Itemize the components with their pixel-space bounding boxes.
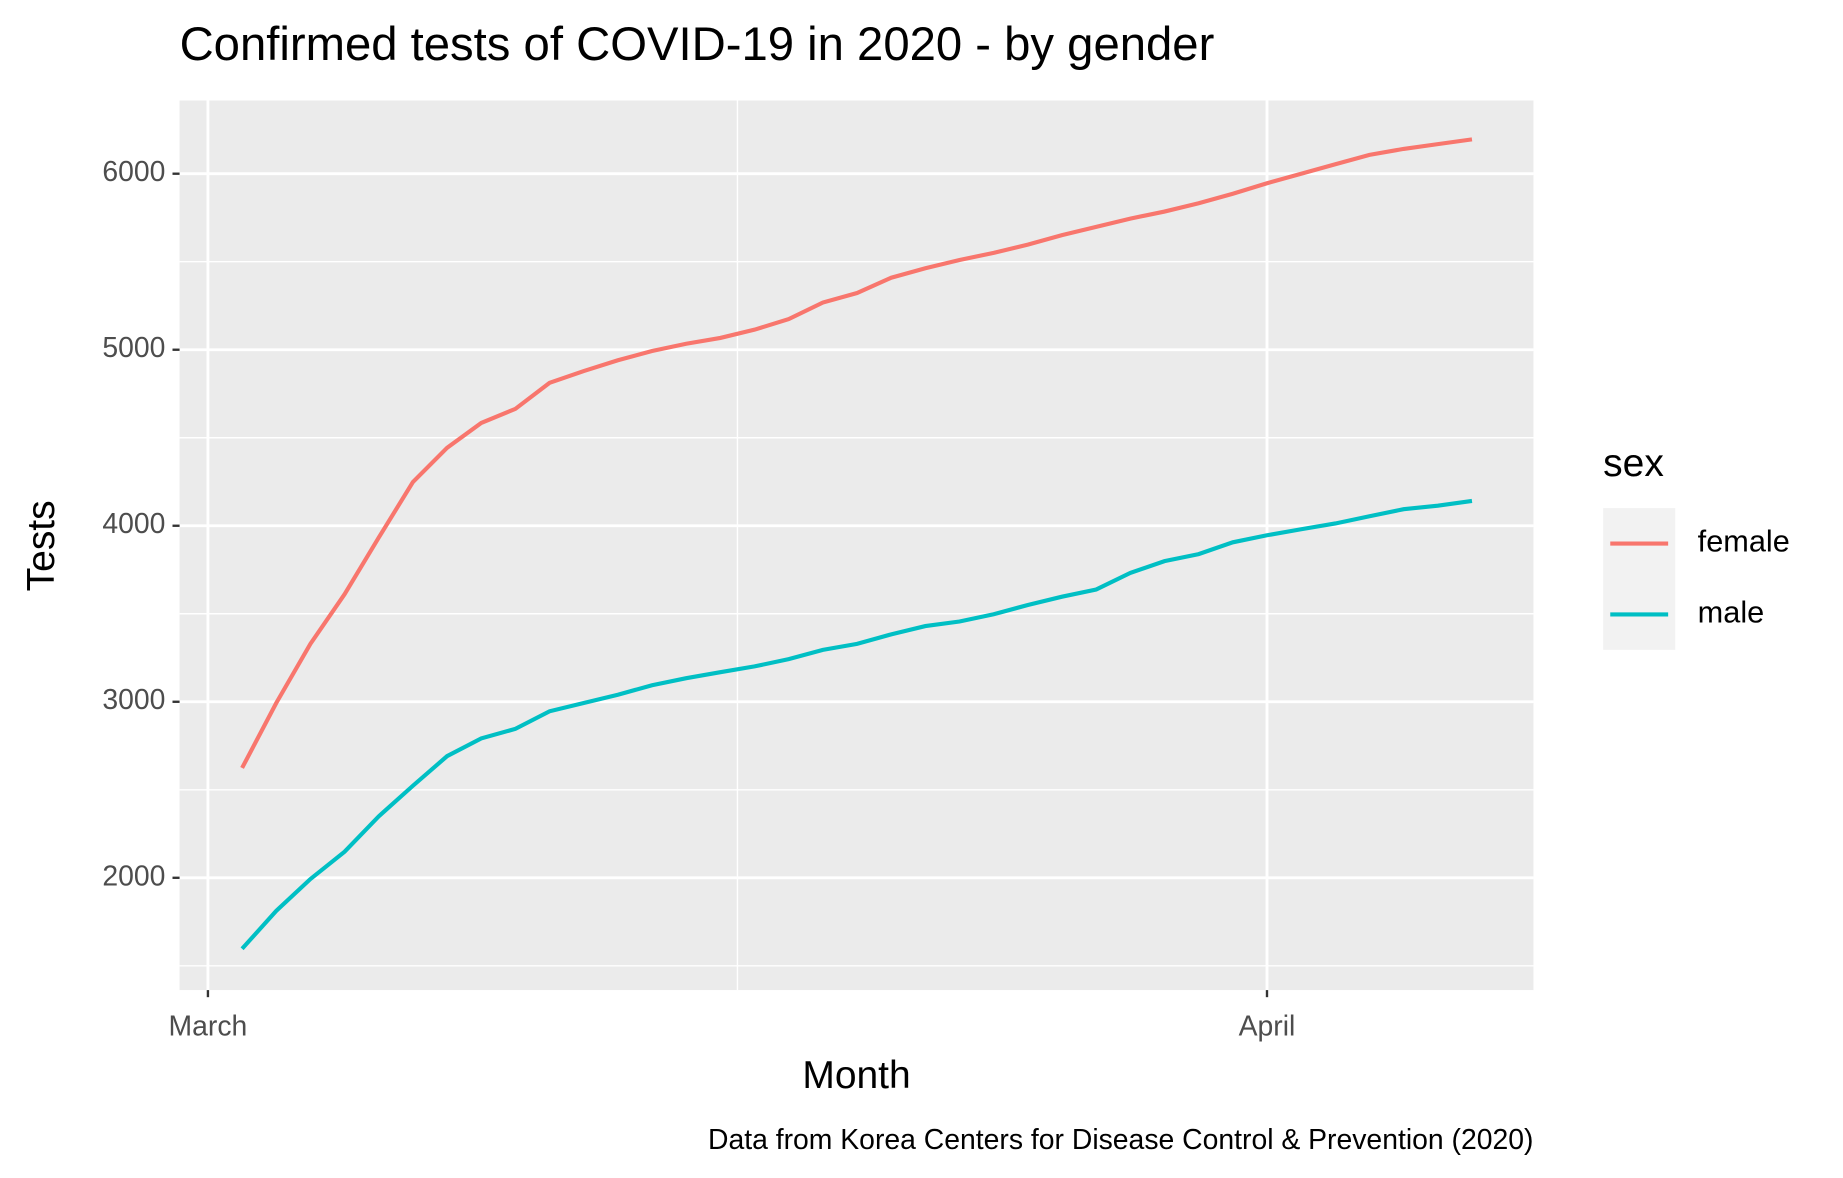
data-line (240, 137, 1473, 769)
x-axis-title: Month (802, 1054, 910, 1097)
data-line (240, 498, 1473, 951)
caption: Data from Korea Centers for Disease Cont… (708, 1124, 1533, 1156)
y-axis-title: Tests (20, 500, 63, 591)
x-tick-label: March (169, 1010, 248, 1042)
legend-label: male (1698, 595, 1765, 630)
legend-title: sex (1603, 442, 1664, 485)
plot-panel (179, 100, 1534, 991)
legend-label: female (1698, 524, 1790, 559)
y-tick-label: 2000 (102, 860, 165, 892)
x-tick-label: April (1239, 1010, 1296, 1042)
y-tick-label: 4000 (102, 508, 165, 540)
y-tick-label: 3000 (102, 684, 165, 716)
y-tick-label: 5000 (102, 332, 165, 364)
y-tick-label: 6000 (102, 156, 165, 188)
chart-title: Confirmed tests of COVID-19 in 2020 - by… (180, 18, 1215, 71)
